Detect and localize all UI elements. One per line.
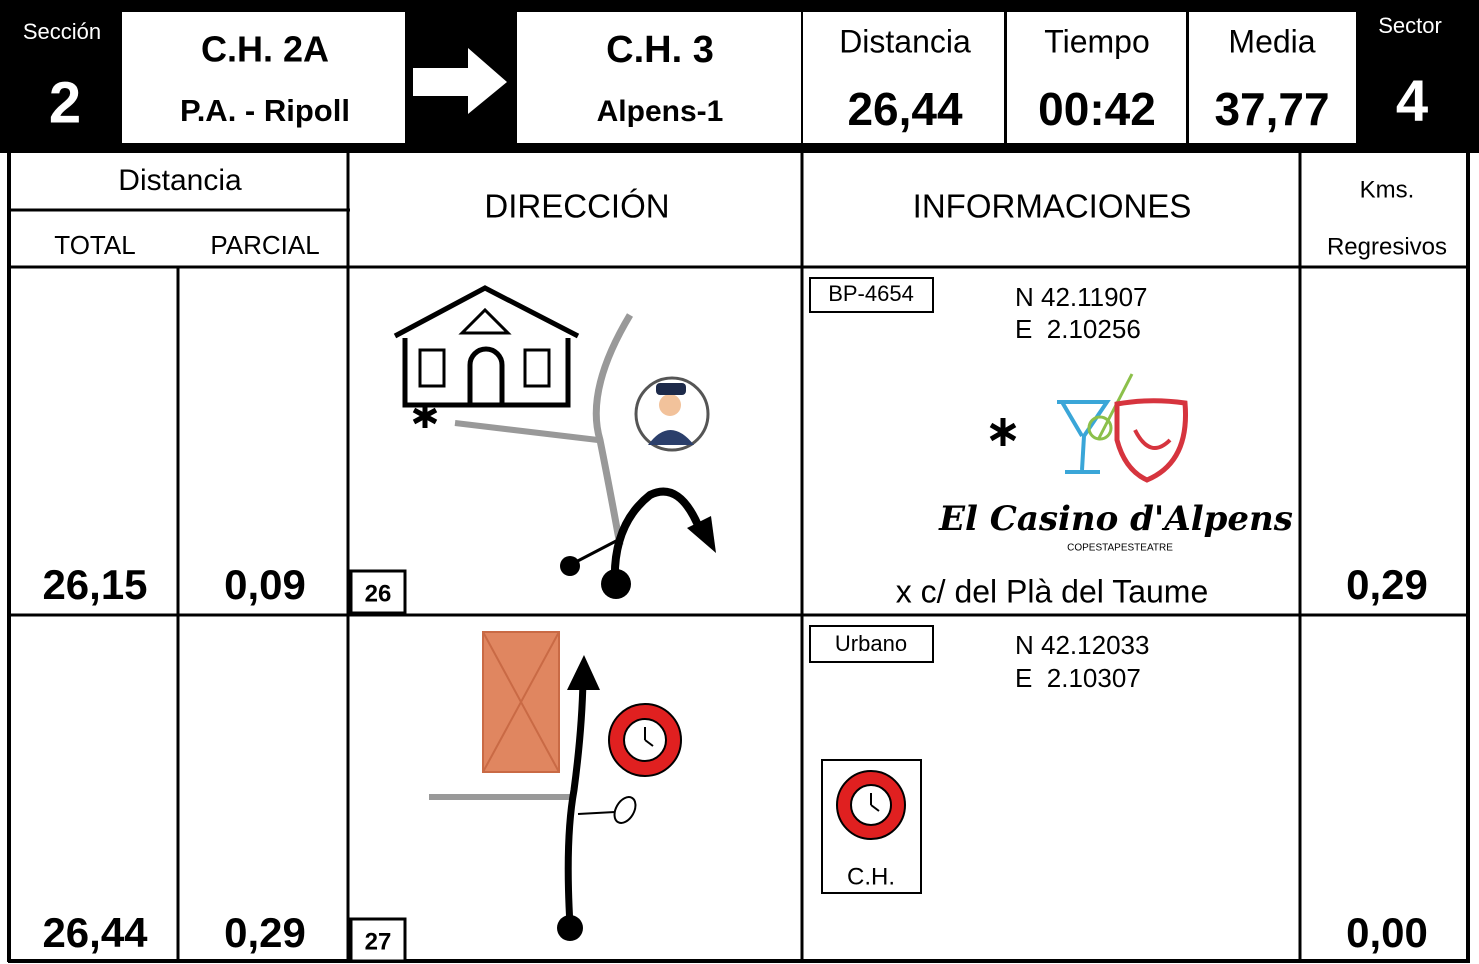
total: 26,15 xyxy=(42,561,147,608)
to-name: Alpens-1 xyxy=(597,95,724,128)
logo-tagline: COPESTAPESTEATRE xyxy=(1067,543,1173,554)
road-box xyxy=(809,277,934,313)
col-partial: PARCIAL xyxy=(210,230,319,260)
time-label: Tiempo xyxy=(1044,23,1150,59)
latitude: N 42.12033 xyxy=(1015,630,1149,660)
to-code: C.H. 3 xyxy=(606,29,714,71)
note: x c/ del Plà del Taume xyxy=(896,573,1208,609)
col-remaining: Regresivos xyxy=(1327,233,1447,260)
number-box xyxy=(349,917,407,963)
diagram-2 xyxy=(429,631,682,941)
col-info: INFORMACIONES xyxy=(913,188,1192,225)
col-distance: Distancia xyxy=(118,164,242,197)
sector: 4 xyxy=(1396,68,1428,133)
remaining: 0,29 xyxy=(1346,561,1428,608)
diagram-1 xyxy=(393,285,716,599)
distance-label: Distancia xyxy=(839,23,971,59)
col-total: TOTAL xyxy=(54,230,135,260)
sector-label: Sector xyxy=(1378,13,1442,38)
number-box xyxy=(349,569,407,615)
ch-clock-icon xyxy=(836,770,906,840)
remaining: 0,00 xyxy=(1346,909,1428,956)
time: 00:42 xyxy=(1038,83,1156,135)
from-box xyxy=(122,12,405,143)
average-box xyxy=(1189,12,1356,143)
to-box xyxy=(517,12,801,143)
road: BP-4654 xyxy=(828,281,914,306)
box-number: 26 xyxy=(365,580,392,607)
col-direction: DIRECCIÓN xyxy=(484,188,669,225)
section-label: Sección xyxy=(23,19,101,44)
header-arrow xyxy=(413,48,507,114)
longitude: E 2.10307 xyxy=(1015,663,1141,693)
longitude: E 2.10256 xyxy=(1015,314,1141,344)
from-name: P.A. - Ripoll xyxy=(180,93,350,128)
partial: 0,09 xyxy=(224,561,306,608)
section: 2 xyxy=(49,70,81,135)
logo-name: El Casino d'Alpens xyxy=(938,499,1293,539)
road: Urbano xyxy=(835,631,907,656)
latitude: N 42.11907 xyxy=(1015,282,1148,312)
box-number: 27 xyxy=(365,928,392,955)
col-kms: Kms. xyxy=(1360,176,1415,203)
road-box xyxy=(809,625,934,663)
distance: 26,44 xyxy=(847,83,963,135)
distance-box xyxy=(803,12,1004,143)
grid xyxy=(7,150,1470,963)
from-code: C.H. 2A xyxy=(201,29,329,70)
logo: El Casino d'Alpens COPESTAPESTEATRE xyxy=(938,373,1293,554)
partial: 0,29 xyxy=(224,909,306,956)
icon-label: C.H. xyxy=(847,863,895,890)
time-box xyxy=(1007,12,1186,143)
average: 37,77 xyxy=(1214,83,1329,135)
average-label: Media xyxy=(1228,23,1315,59)
total: 26,44 xyxy=(42,909,148,956)
